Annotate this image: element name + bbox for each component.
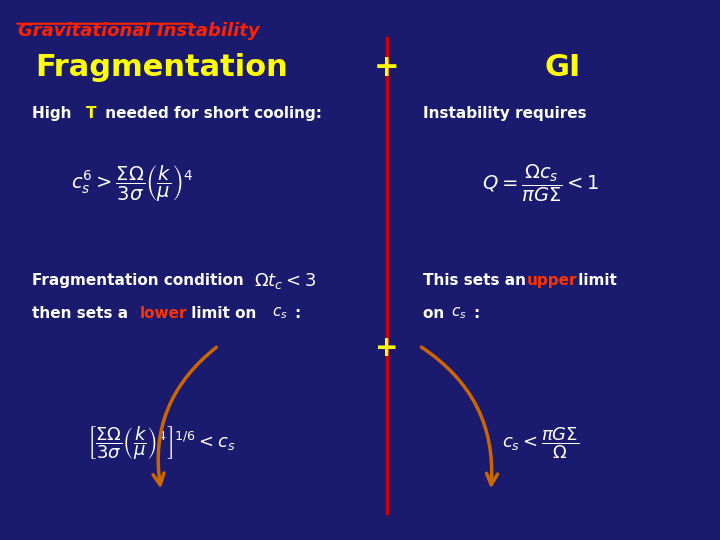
- Text: This sets an: This sets an: [423, 273, 531, 288]
- Text: needed for short cooling:: needed for short cooling:: [100, 106, 323, 121]
- Text: +: +: [374, 53, 400, 82]
- Text: Gravitational Instability: Gravitational Instability: [18, 22, 260, 39]
- Text: lower: lower: [140, 306, 187, 321]
- Text: $c_s^6 > \dfrac{\Sigma\Omega}{3\sigma}\left(\dfrac{k}{\mu}\right)^4$: $c_s^6 > \dfrac{\Sigma\Omega}{3\sigma}\l…: [71, 164, 194, 204]
- Text: :: :: [473, 306, 479, 321]
- Text: $c_s$: $c_s$: [272, 305, 288, 321]
- Text: on: on: [423, 306, 449, 321]
- Text: $c_s < \dfrac{\pi G \Sigma}{\Omega}$: $c_s < \dfrac{\pi G \Sigma}{\Omega}$: [503, 425, 580, 461]
- Text: $\Omega t_c < 3$: $\Omega t_c < 3$: [254, 271, 317, 291]
- Text: $\left[\dfrac{\Sigma\Omega}{3\sigma}\left(\dfrac{k}{\mu}\right)^4\right]^{1/6} <: $\left[\dfrac{\Sigma\Omega}{3\sigma}\lef…: [87, 424, 235, 462]
- Text: upper: upper: [526, 273, 577, 288]
- Text: then sets a: then sets a: [32, 306, 134, 321]
- Text: T: T: [86, 106, 96, 121]
- Text: +: +: [375, 334, 399, 362]
- Text: Fragmentation: Fragmentation: [35, 53, 287, 82]
- Text: :: :: [294, 306, 300, 321]
- Text: Instability requires: Instability requires: [423, 106, 586, 121]
- Text: Fragmentation condition: Fragmentation condition: [32, 273, 244, 288]
- Text: limit: limit: [573, 273, 617, 288]
- Text: High: High: [32, 106, 77, 121]
- Text: limit on: limit on: [186, 306, 262, 321]
- Text: GI: GI: [544, 53, 580, 82]
- Text: $c_s$: $c_s$: [451, 305, 467, 321]
- Text: $Q = \dfrac{\Omega c_s}{\pi G \Sigma} < 1$: $Q = \dfrac{\Omega c_s}{\pi G \Sigma} < …: [482, 163, 600, 204]
